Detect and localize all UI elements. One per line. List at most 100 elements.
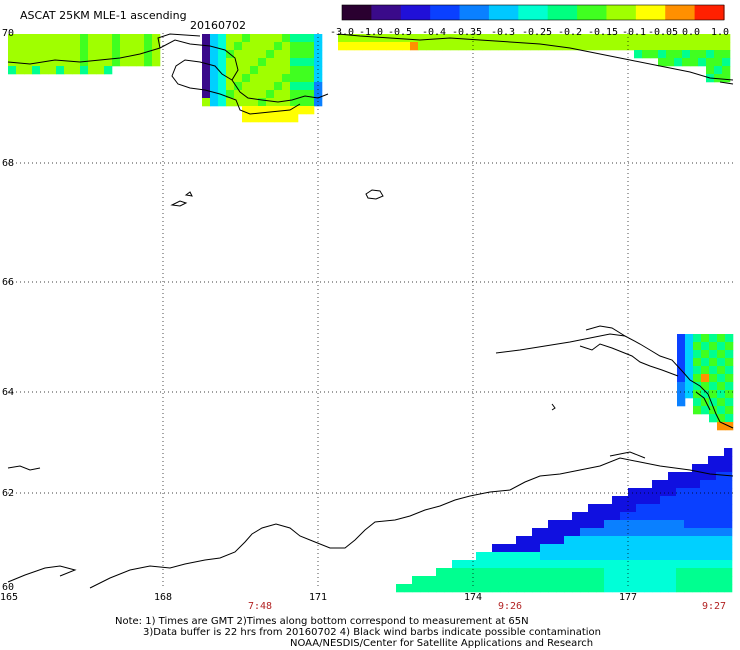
wind-cell (56, 58, 65, 67)
wind-cell (580, 576, 589, 585)
wind-cell (685, 358, 694, 367)
wind-cell (234, 50, 243, 59)
wind-cell (524, 576, 533, 585)
wind-cell (706, 34, 715, 43)
wind-cell (692, 496, 701, 505)
wind-cell (652, 568, 661, 577)
wind-cell (546, 34, 555, 43)
wind-cell (685, 382, 694, 391)
wind-cell (88, 34, 97, 43)
colorbar-label: -0.15 (588, 27, 618, 38)
wind-cell (644, 496, 653, 505)
wind-cell (612, 584, 621, 593)
wind-cell (226, 34, 235, 43)
wind-cell (636, 560, 645, 569)
wind-cell (717, 334, 726, 343)
wind-cell (314, 50, 323, 59)
wind-cell (596, 552, 605, 561)
wind-cell (234, 98, 243, 107)
wind-cell (338, 34, 347, 43)
wind-cell (636, 496, 645, 505)
wind-cell (676, 472, 685, 481)
wind-cell (418, 42, 427, 51)
wind-cell (314, 90, 323, 99)
wind-cell (685, 342, 694, 351)
wind-cell (258, 58, 267, 67)
wind-cell (636, 552, 645, 561)
wind-cell (596, 568, 605, 577)
wind-cell (628, 488, 637, 497)
wind-cell (80, 66, 89, 75)
wind-cell (128, 58, 137, 67)
wind-cell (548, 528, 557, 537)
wind-cell (725, 350, 734, 359)
wind-cell (532, 552, 541, 561)
wind-cell (698, 42, 707, 51)
wind-cell (72, 66, 81, 75)
wind-data-swaths (8, 34, 734, 593)
wind-cell (700, 544, 709, 553)
wind-cell (274, 66, 283, 75)
wind-cell (458, 42, 467, 51)
wind-cell (290, 90, 299, 99)
wind-cell (602, 42, 611, 51)
wind-cell (476, 576, 485, 585)
wind-cell (72, 34, 81, 43)
wind-cell (298, 82, 307, 91)
wind-cell (24, 34, 33, 43)
colorbar-swatch (694, 5, 725, 20)
wind-cell (596, 576, 605, 585)
wind-cell (522, 42, 531, 51)
wind-cell (684, 480, 693, 489)
wind-cell (412, 576, 421, 585)
wind-cell (716, 472, 725, 481)
wind-cell (725, 406, 734, 415)
wind-cell (677, 358, 686, 367)
wind-cell (594, 34, 603, 43)
wind-cell (498, 42, 507, 51)
wind-cell (724, 480, 733, 489)
wind-cell (578, 42, 587, 51)
wind-cell (692, 544, 701, 553)
wind-cell (540, 576, 549, 585)
wind-cell (716, 504, 725, 513)
colorbar-label: 1.0 (711, 27, 729, 38)
colorbar-label: -1.0 (359, 27, 383, 38)
wind-cell (378, 42, 387, 51)
wind-cell (452, 584, 461, 593)
wind-cell (716, 584, 725, 593)
wind-cell (644, 520, 653, 529)
wind-cell (692, 536, 701, 545)
wind-cell (596, 544, 605, 553)
wind-cell (684, 568, 693, 577)
colorbar-label: -3.0 (330, 27, 354, 38)
wind-cell (636, 512, 645, 521)
wind-cell (40, 66, 49, 75)
wind-cell (636, 544, 645, 553)
wind-cell (242, 114, 251, 123)
wind-cell (540, 552, 549, 561)
wind-cell (242, 50, 251, 59)
wind-cell (56, 42, 65, 51)
wind-cell (716, 512, 725, 521)
wind-cell (466, 42, 475, 51)
wind-cell (298, 58, 307, 67)
wind-cell (620, 576, 629, 585)
map-title: ASCAT 25KM MLE-1 ascending (20, 9, 187, 22)
wind-cell (532, 544, 541, 553)
wind-cell (32, 58, 41, 67)
colorbar-swatch (400, 5, 431, 20)
wind-cell (226, 90, 235, 99)
wind-cell (234, 74, 243, 83)
wind-cell (708, 568, 717, 577)
wind-cell (709, 350, 718, 359)
wind-cell (620, 528, 629, 537)
wind-cell (620, 584, 629, 593)
wind-cell (604, 584, 613, 593)
wind-cell (298, 98, 307, 107)
wind-cell (709, 414, 718, 423)
wind-cell (524, 568, 533, 577)
wind-cell (104, 34, 113, 43)
wind-cell (210, 34, 219, 43)
wind-cell (717, 366, 726, 375)
